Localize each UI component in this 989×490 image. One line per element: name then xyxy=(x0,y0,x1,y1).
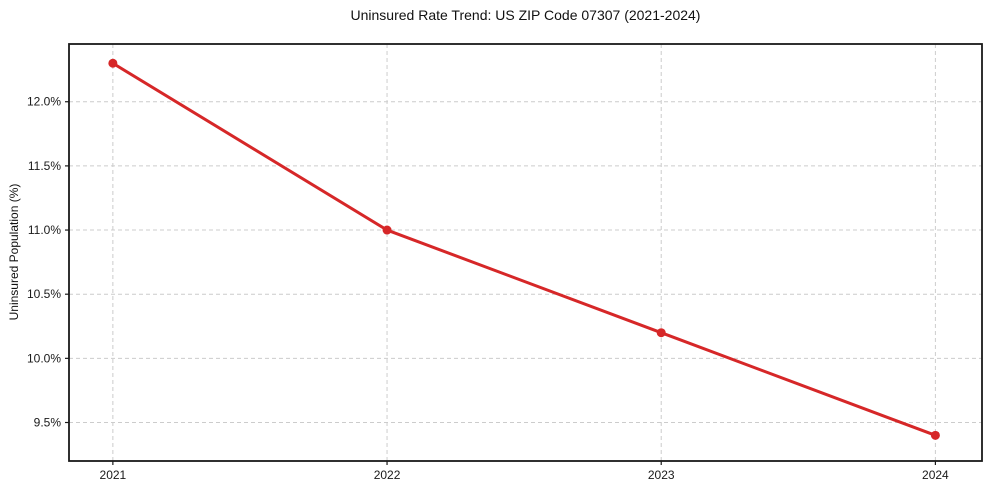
x-tick-label: 2022 xyxy=(374,468,401,482)
data-point-marker xyxy=(382,225,392,235)
y-tick-label: 11.5% xyxy=(28,159,61,173)
x-tick-label: 2024 xyxy=(922,468,949,482)
data-point-marker xyxy=(930,430,940,440)
data-point-marker xyxy=(656,328,666,338)
y-tick-label: 9.5% xyxy=(34,416,62,430)
data-point-marker xyxy=(108,58,118,68)
y-tick-label: 10.0% xyxy=(27,351,61,365)
trend-line xyxy=(111,61,937,437)
x-tick-label: 2023 xyxy=(648,468,675,482)
chart-title: Uninsured Rate Trend: US ZIP Code 07307 … xyxy=(350,7,701,23)
axes-frame xyxy=(68,43,983,462)
y-tick-label: 11.0% xyxy=(28,223,61,237)
y-tick-label: 12.0% xyxy=(27,95,61,109)
y-tick-label: 10.5% xyxy=(27,287,61,301)
x-tick-label: 2021 xyxy=(100,468,127,482)
